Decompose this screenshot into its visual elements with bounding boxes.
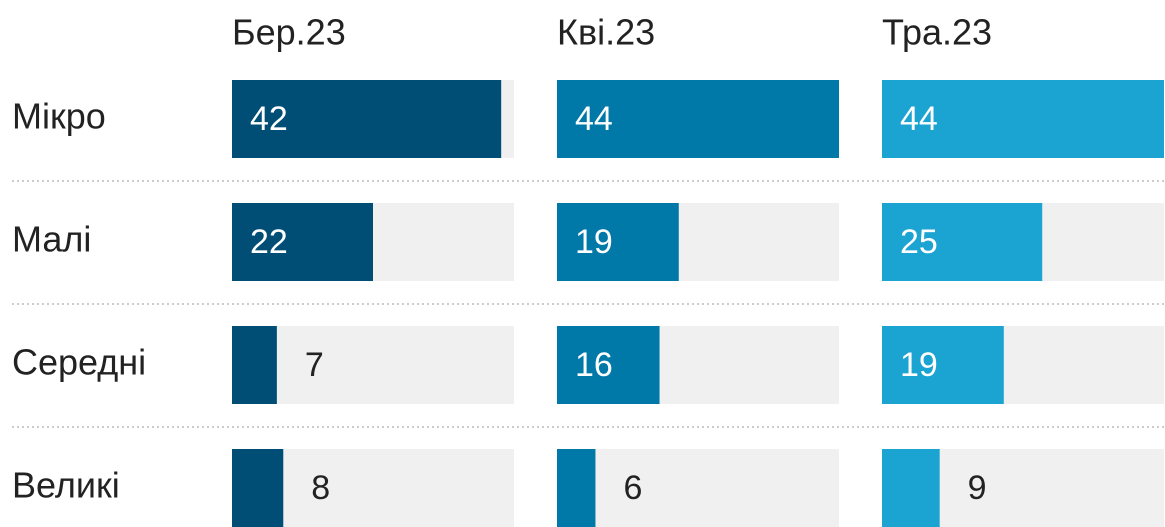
value-label: 44: [900, 100, 938, 138]
bar: [232, 326, 277, 404]
bar: [232, 203, 373, 281]
bar: [882, 80, 1164, 158]
bar: [882, 326, 1004, 404]
row-label: Малі: [12, 219, 91, 260]
value-label: 16: [575, 346, 613, 384]
value-label: 7: [305, 346, 324, 384]
bar: [232, 449, 284, 527]
bar: [557, 326, 660, 404]
value-label: 25: [900, 223, 938, 261]
value-label: 8: [311, 469, 330, 507]
bar: [557, 449, 596, 527]
bar: [557, 80, 839, 158]
bar: [882, 203, 1043, 281]
column-header: Бер.23: [232, 12, 346, 53]
row-label: Великі: [12, 465, 120, 506]
row-label: Середні: [12, 342, 146, 383]
bar: [232, 80, 502, 158]
bar: [882, 449, 940, 527]
value-label: 44: [575, 100, 613, 138]
bar-background: [557, 449, 839, 527]
row-label: Мікро: [12, 96, 106, 137]
value-label: 9: [968, 469, 987, 507]
value-label: 6: [623, 469, 642, 507]
value-label: 22: [250, 223, 288, 261]
value-label: 42: [250, 100, 288, 138]
value-label: 19: [900, 346, 938, 384]
bar: [557, 203, 679, 281]
bar-background: [232, 326, 514, 404]
column-header: Кві.23: [557, 12, 655, 53]
column-header: Тра.23: [882, 12, 992, 53]
value-label: 19: [575, 223, 613, 261]
